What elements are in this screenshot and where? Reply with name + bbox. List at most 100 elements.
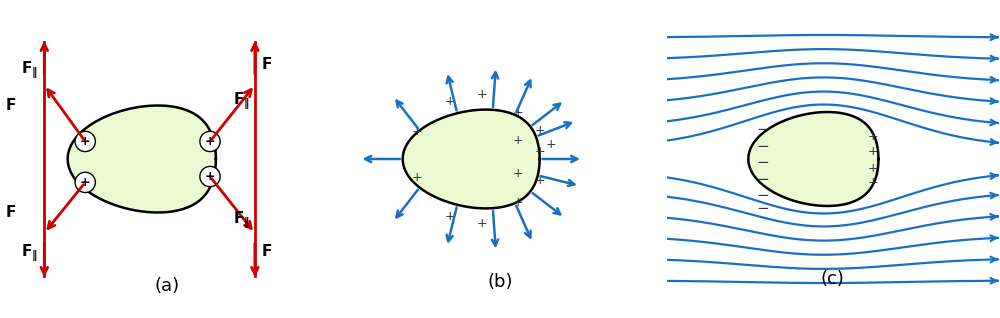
Polygon shape [761, 121, 868, 197]
Polygon shape [112, 135, 178, 183]
Polygon shape [72, 109, 212, 209]
Polygon shape [422, 122, 523, 196]
Polygon shape [450, 141, 499, 177]
Polygon shape [85, 117, 201, 201]
Polygon shape [412, 115, 532, 203]
Polygon shape [760, 120, 869, 198]
Polygon shape [133, 149, 160, 169]
Polygon shape [447, 139, 502, 179]
Polygon shape [454, 144, 495, 174]
Text: +: + [868, 176, 879, 190]
Text: +: + [513, 135, 523, 148]
Polygon shape [425, 124, 521, 194]
Polygon shape [71, 108, 213, 210]
Text: −: − [757, 201, 769, 216]
Text: +: + [444, 95, 455, 108]
Polygon shape [788, 138, 845, 180]
Polygon shape [80, 114, 205, 204]
Circle shape [200, 166, 220, 187]
Text: $\mathbf{F}$: $\mathbf{F}$ [5, 204, 16, 220]
Polygon shape [117, 139, 174, 179]
Polygon shape [432, 129, 514, 189]
Polygon shape [84, 116, 202, 202]
Circle shape [200, 131, 220, 152]
Polygon shape [122, 142, 169, 176]
Polygon shape [416, 119, 528, 199]
Polygon shape [812, 154, 825, 164]
Text: +: + [545, 138, 556, 151]
Polygon shape [795, 143, 839, 175]
Polygon shape [469, 154, 483, 164]
Polygon shape [817, 158, 820, 160]
Polygon shape [68, 106, 216, 212]
Polygon shape [428, 126, 518, 192]
Polygon shape [814, 156, 822, 162]
Polygon shape [803, 149, 832, 169]
Polygon shape [789, 139, 844, 179]
Polygon shape [127, 145, 165, 173]
Polygon shape [98, 126, 190, 192]
Polygon shape [792, 141, 841, 177]
Polygon shape [748, 112, 878, 206]
Polygon shape [772, 128, 858, 190]
Polygon shape [774, 129, 857, 189]
Polygon shape [440, 134, 508, 184]
Polygon shape [453, 143, 497, 175]
Text: $\mathbf{F}$: $\mathbf{F}$ [261, 244, 272, 259]
Polygon shape [420, 121, 525, 197]
Polygon shape [475, 158, 478, 160]
Polygon shape [771, 127, 859, 191]
Polygon shape [782, 135, 850, 183]
Polygon shape [444, 137, 504, 181]
Polygon shape [415, 117, 530, 201]
Polygon shape [781, 134, 851, 184]
Polygon shape [802, 148, 833, 170]
Text: (b): (b) [487, 273, 513, 291]
Polygon shape [769, 126, 860, 192]
Text: (a): (a) [155, 278, 180, 295]
Polygon shape [437, 132, 511, 186]
Text: $\mathbf{F_{\|}}$: $\mathbf{F_{\|}}$ [233, 90, 250, 112]
Text: +: + [513, 167, 523, 180]
Text: +: + [868, 162, 879, 175]
Text: $\mathbf{F_{\|}}$: $\mathbf{F_{\|}}$ [21, 242, 38, 264]
Polygon shape [750, 113, 877, 205]
Polygon shape [132, 148, 161, 170]
Text: +: + [80, 135, 91, 148]
Text: +: + [412, 170, 422, 183]
Polygon shape [793, 142, 840, 176]
Text: (c): (c) [821, 270, 845, 288]
Text: +: + [868, 145, 879, 158]
Polygon shape [114, 136, 176, 182]
Text: +: + [80, 176, 91, 189]
Text: +: + [477, 88, 487, 100]
Text: $\mathbf{F}$: $\mathbf{F}$ [5, 97, 16, 113]
Polygon shape [457, 146, 493, 172]
Text: +: + [412, 126, 422, 138]
Polygon shape [463, 150, 488, 168]
Text: +: + [205, 170, 215, 183]
Polygon shape [807, 151, 828, 167]
Polygon shape [471, 155, 482, 163]
Polygon shape [799, 146, 835, 172]
Text: −: − [757, 188, 769, 203]
Polygon shape [108, 132, 182, 186]
Polygon shape [783, 135, 848, 183]
Polygon shape [468, 153, 484, 165]
Polygon shape [419, 121, 526, 197]
Polygon shape [82, 115, 204, 203]
Polygon shape [409, 114, 535, 204]
Text: +: + [205, 135, 215, 148]
Polygon shape [466, 152, 485, 166]
Polygon shape [74, 110, 210, 208]
Polygon shape [76, 111, 209, 207]
Polygon shape [758, 119, 870, 199]
Polygon shape [474, 157, 479, 161]
Polygon shape [768, 125, 862, 193]
Polygon shape [757, 118, 871, 200]
Polygon shape [806, 150, 829, 168]
Text: +: + [513, 106, 523, 119]
Polygon shape [779, 133, 852, 185]
Polygon shape [775, 130, 856, 188]
Polygon shape [88, 120, 198, 198]
